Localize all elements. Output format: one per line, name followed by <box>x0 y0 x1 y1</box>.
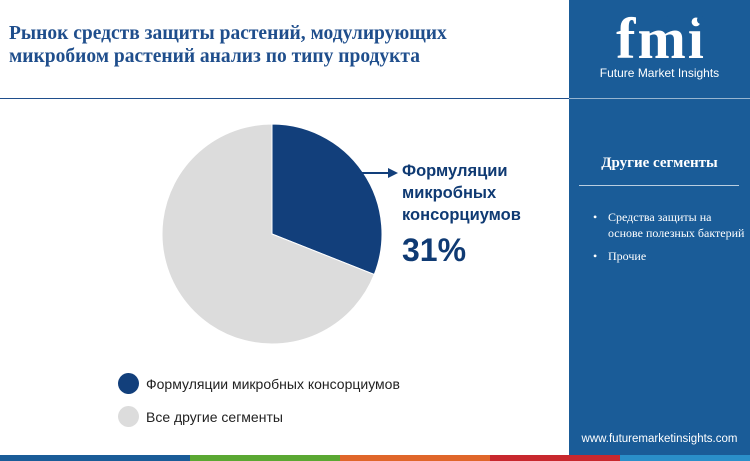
legend-label: Все другие сегменты <box>146 409 283 425</box>
pie-slice-other-segments <box>161 123 375 345</box>
bottom-bar-segment <box>490 455 620 461</box>
callout-label: Формуляции микробных консорциумов <box>402 162 521 224</box>
globe-dot-icon <box>662 16 670 24</box>
legend-swatch-grey <box>118 406 139 427</box>
title-divider <box>0 98 569 99</box>
sidebar-divider <box>579 185 739 186</box>
logo-text: fmi <box>616 8 706 68</box>
sidebar: fmi Future Market Insights Другие сегмен… <box>569 0 750 455</box>
list-item: • Прочие <box>591 248 746 264</box>
segment-label: Прочие <box>608 249 647 263</box>
bullet-icon: • <box>593 210 598 224</box>
list-item: • Средства защиты на основе полезных бак… <box>591 209 746 241</box>
bullet-icon: • <box>593 249 598 263</box>
callout-percentage: 31% <box>402 232 467 268</box>
sidebar-top-divider <box>569 98 750 99</box>
pie-slices <box>161 123 383 345</box>
website-link[interactable]: www.futuremarketinsights.com <box>581 433 738 445</box>
globe-dot-icon <box>697 16 705 24</box>
segment-label: Средства защиты на основе полезных бакте… <box>608 210 745 240</box>
fmi-logo: fmi <box>616 8 706 68</box>
bottom-bar-segment <box>190 455 340 461</box>
bottom-bar-segment <box>340 455 490 461</box>
bottom-bar-segment <box>0 455 190 461</box>
other-segments-title: Другие сегменты <box>601 155 718 171</box>
arrow-head-icon <box>388 168 398 178</box>
page-title: Рынок средств защиты растений, модулирую… <box>9 23 447 67</box>
callout-arrow <box>362 168 398 178</box>
other-segments-list: • Средства защиты на основе полезных бак… <box>591 209 746 271</box>
bottom-color-bar <box>0 455 750 461</box>
legend-label: Формуляции микробных консорциумов <box>146 376 400 392</box>
legend-swatch-dark-blue <box>118 373 139 394</box>
logo-subtitle: Future Market Insights <box>599 66 720 80</box>
bottom-bar-segment <box>620 455 750 461</box>
pie-chart <box>161 123 398 345</box>
